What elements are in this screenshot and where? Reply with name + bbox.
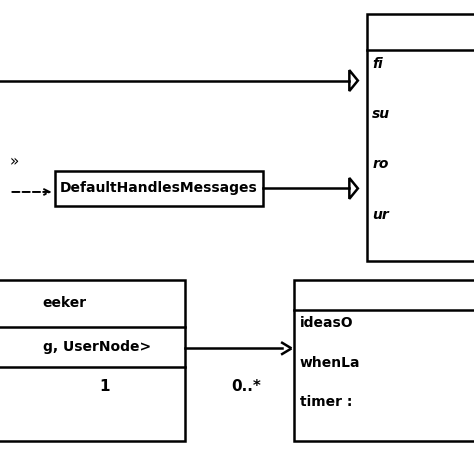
Text: DefaultHandlesMessages: DefaultHandlesMessages [60,182,258,195]
Text: whenLa: whenLa [300,356,360,370]
Text: »: » [9,154,19,169]
Text: fi: fi [372,57,383,71]
Text: g, UserNode>: g, UserNode> [43,340,151,354]
Text: su: su [372,107,390,121]
Text: ur: ur [372,208,389,221]
Text: eeker: eeker [43,296,87,310]
Text: ro: ro [372,157,389,171]
FancyBboxPatch shape [367,14,474,261]
FancyBboxPatch shape [294,280,474,441]
FancyBboxPatch shape [55,171,263,206]
Text: ideasO: ideasO [300,316,353,330]
Text: 1: 1 [99,379,109,394]
Text: 0..*: 0..* [231,379,262,394]
Text: timer :: timer : [300,395,357,409]
FancyBboxPatch shape [0,280,185,441]
